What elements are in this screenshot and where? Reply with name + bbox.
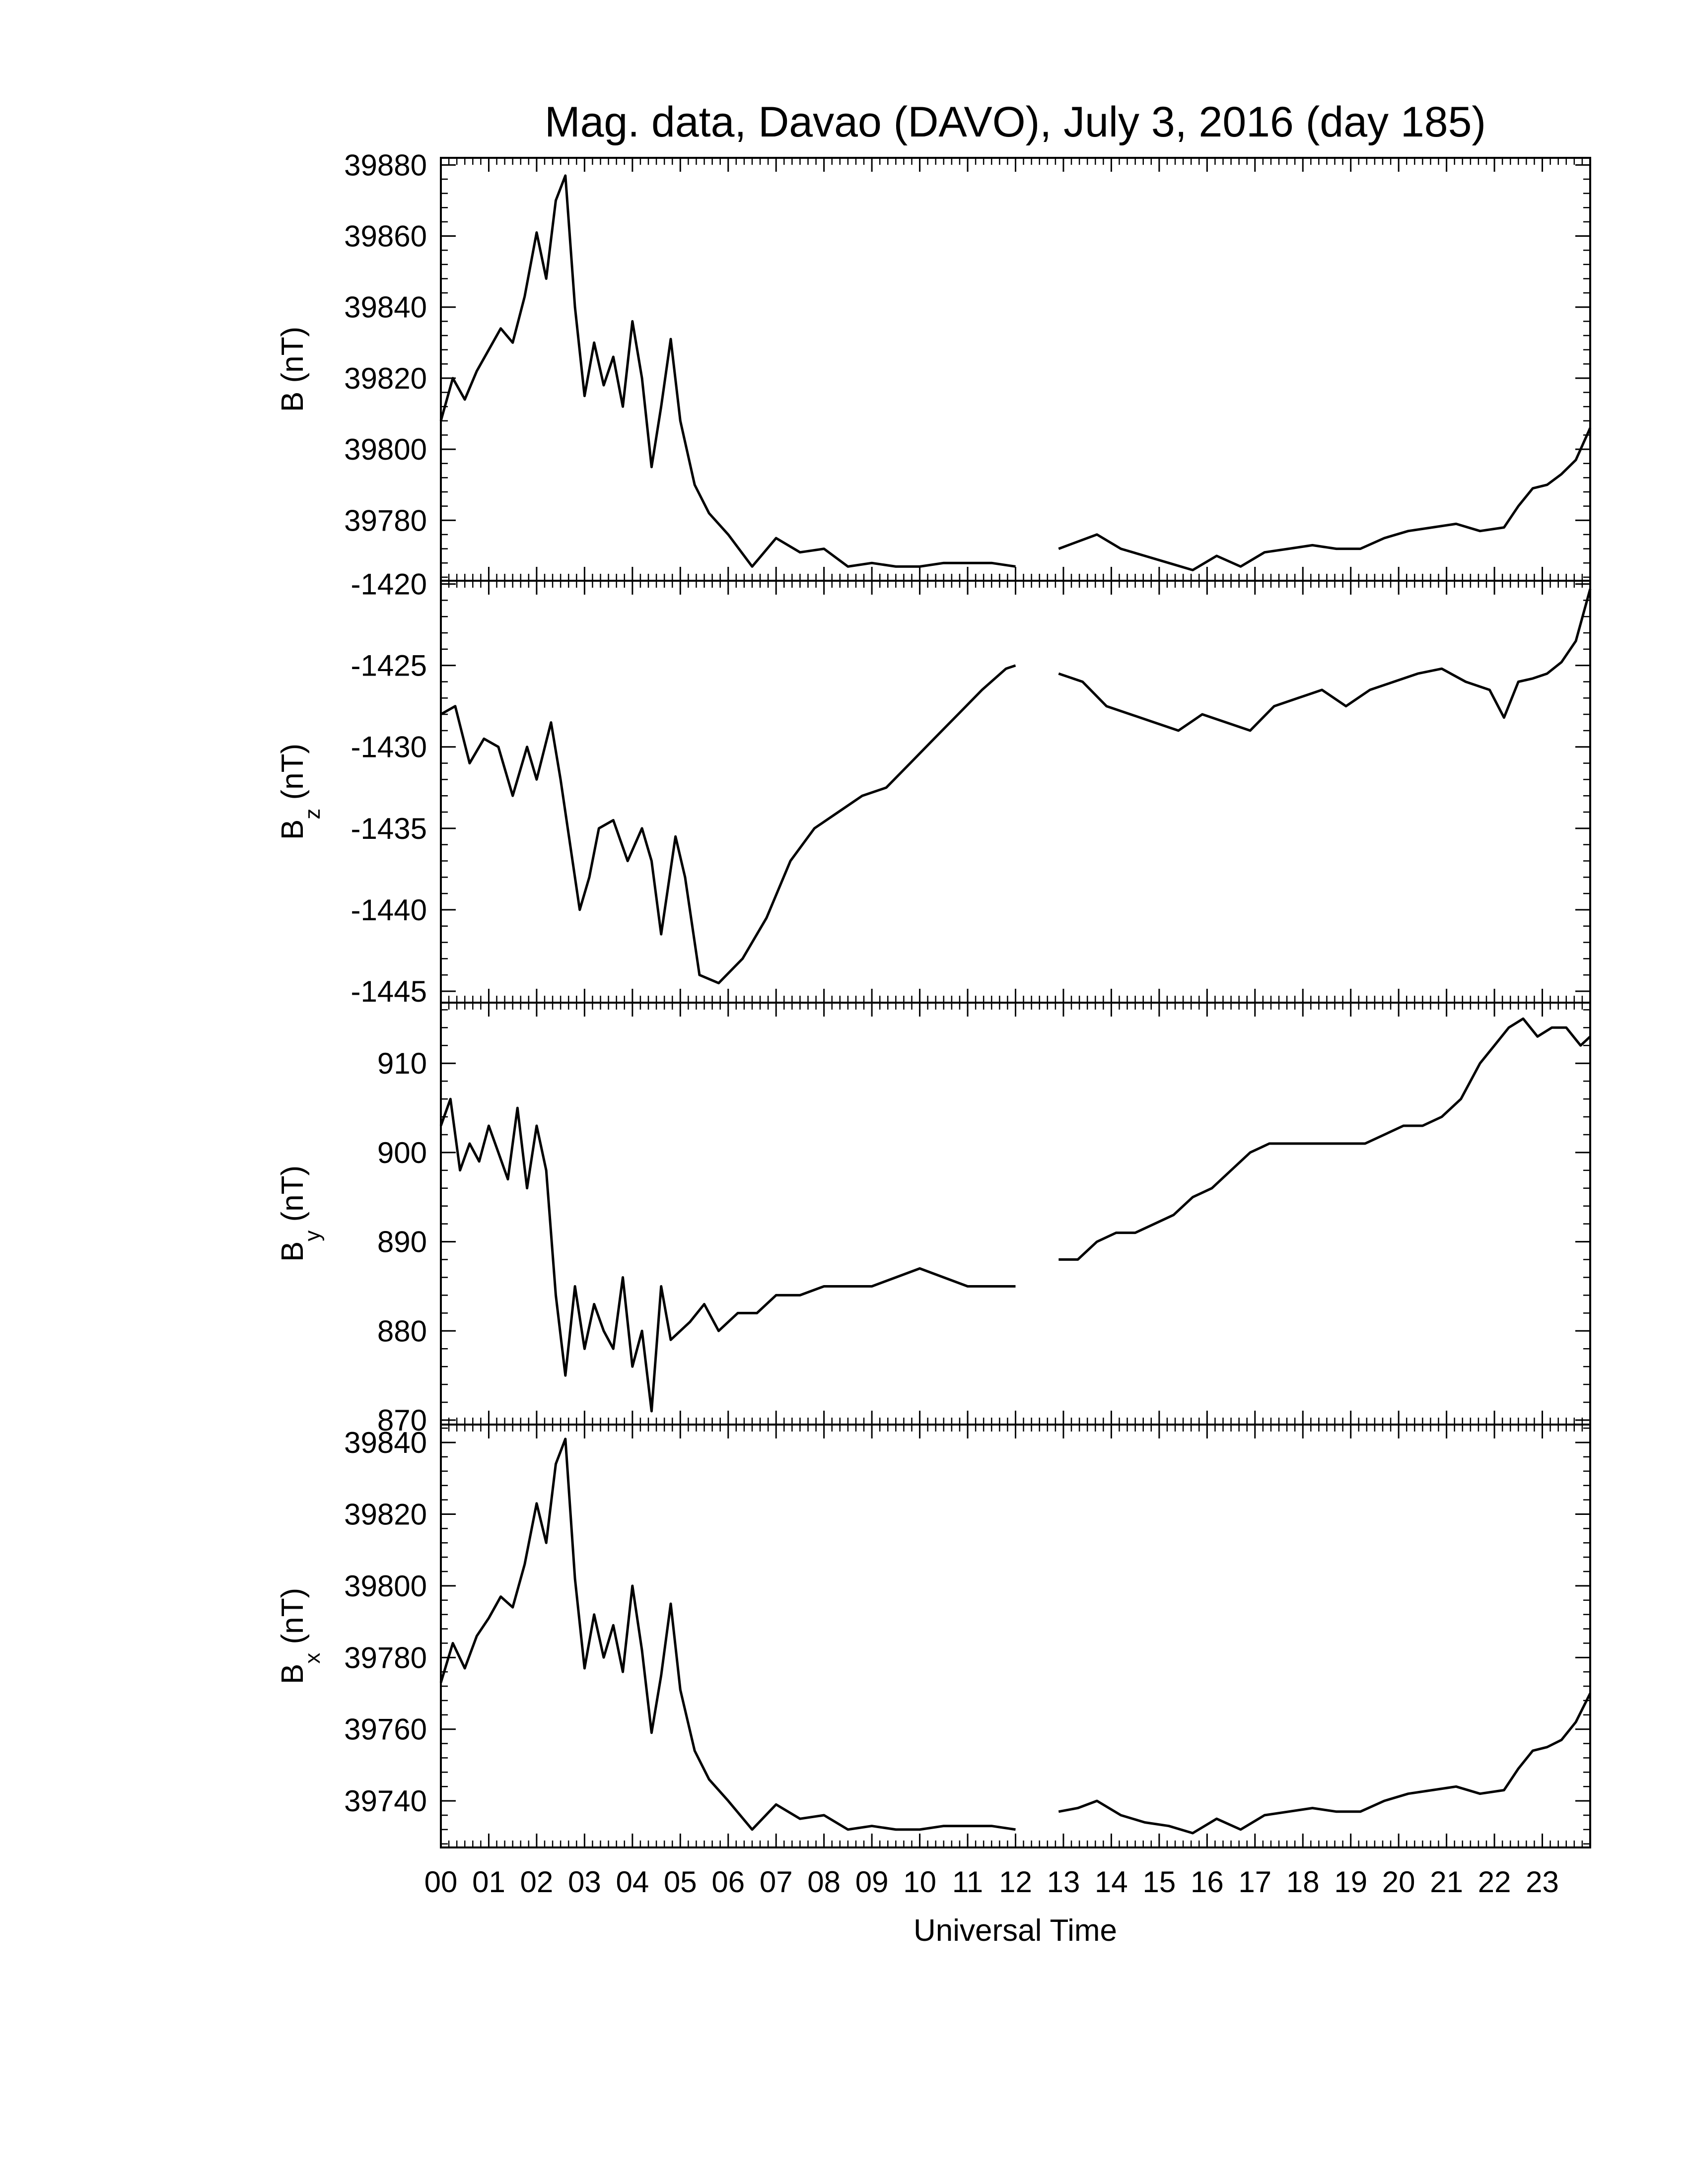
- x-tick-label: 16: [1191, 1865, 1224, 1899]
- y-axis-label: Bx (nT): [276, 1588, 325, 1684]
- series-line-B: [1058, 427, 1592, 571]
- x-tick-label: 19: [1334, 1865, 1367, 1899]
- x-axis-label: Universal Time: [914, 1913, 1117, 1948]
- panel-frame: [440, 580, 1591, 1004]
- series-line-Bx: [1058, 1693, 1592, 1835]
- panel-Bz: -1420 -1425 -1430 -1435 -1440 -1445 Bz (nT): [276, 568, 1592, 1008]
- y-tick-label: 39880: [344, 148, 427, 182]
- y-tick-label: 39840: [344, 291, 427, 324]
- y-tick-label: -1445: [351, 975, 427, 1008]
- panel-By: 910 900 890 880 870 By (nT): [276, 1002, 1591, 1437]
- panel-frame: [440, 1424, 1591, 1848]
- y-tick-label: 39740: [344, 1784, 427, 1818]
- x-tick-label: 02: [520, 1865, 554, 1899]
- x-tick-label: 07: [760, 1865, 793, 1899]
- y-tick-label: 880: [377, 1314, 427, 1348]
- series-line-By: [1058, 1017, 1591, 1261]
- series-line-By: [439, 1097, 1016, 1413]
- series-line-B: [439, 174, 1016, 568]
- y-axis-label: By (nT): [276, 1165, 325, 1262]
- y-tick-label: -1425: [351, 649, 427, 682]
- y-tick-label: -1430: [351, 731, 427, 764]
- y-axis-label: B (nT): [276, 327, 310, 412]
- x-tick-label: 06: [711, 1865, 745, 1899]
- y-tick-label: 890: [377, 1226, 427, 1259]
- chart-title: Mag. data, Davao (DAVO), July 3, 2016 (d…: [545, 98, 1486, 146]
- y-tick-label: 39840: [344, 1426, 427, 1459]
- x-tick-label: 14: [1095, 1865, 1128, 1899]
- series-line-Bx: [439, 1437, 1016, 1831]
- x-tick-label: 23: [1526, 1865, 1559, 1899]
- x-tick-label: 13: [1047, 1865, 1080, 1899]
- x-tick-label: 20: [1382, 1865, 1415, 1899]
- x-tick-label: 04: [616, 1865, 649, 1899]
- y-tick-label: 870: [377, 1404, 427, 1437]
- panel-Bx: 39840 39820 39800 39780 39760 39740 Bx (nT): [276, 1424, 1592, 1848]
- x-tick-label: 09: [855, 1865, 889, 1899]
- panels-group: 39880 39860 39840 39820 39800 39780 B (nT) -142…: [276, 148, 1592, 1899]
- x-tick-label: 00: [424, 1865, 458, 1899]
- y-tick-label: 39800: [344, 1570, 427, 1603]
- y-tick-label: 39780: [344, 1641, 427, 1674]
- y-tick-label: 39800: [344, 433, 427, 466]
- x-tick-label: 15: [1143, 1865, 1176, 1899]
- y-tick-label: 900: [377, 1136, 427, 1169]
- y-tick-label: 39820: [344, 362, 427, 395]
- y-tick-label: 39780: [344, 504, 427, 537]
- x-tick-label: 12: [999, 1865, 1032, 1899]
- series-line-Bz: [440, 664, 1016, 985]
- x-tick-label: 08: [807, 1865, 841, 1899]
- y-tick-label: 39760: [344, 1713, 427, 1746]
- x-tick-label: 18: [1286, 1865, 1320, 1899]
- x-tick-label: 01: [472, 1865, 505, 1899]
- panel-frame: [440, 1002, 1591, 1426]
- x-tick-label: 10: [903, 1865, 936, 1899]
- y-tick-label: -1420: [351, 568, 427, 601]
- y-tick-label: 910: [377, 1047, 427, 1080]
- x-tick-label: 03: [568, 1865, 601, 1899]
- x-tick-label: 22: [1478, 1865, 1511, 1899]
- panel-B: 39880 39860 39840 39820 39800 39780 B (nT): [276, 148, 1592, 582]
- panel-frame: [440, 157, 1591, 582]
- y-tick-label: -1435: [351, 812, 427, 845]
- x-tick-label: 05: [664, 1865, 697, 1899]
- series-line-Bz: [1058, 588, 1592, 732]
- x-tick-label: 21: [1430, 1865, 1463, 1899]
- y-tick-label: 39860: [344, 220, 427, 253]
- x-tick-label: 17: [1238, 1865, 1271, 1899]
- y-axis-label: Bz (nT): [276, 744, 325, 840]
- y-tick-label: 39820: [344, 1498, 427, 1531]
- x-tick-label: 11: [952, 1865, 983, 1899]
- y-tick-label: -1440: [351, 893, 427, 927]
